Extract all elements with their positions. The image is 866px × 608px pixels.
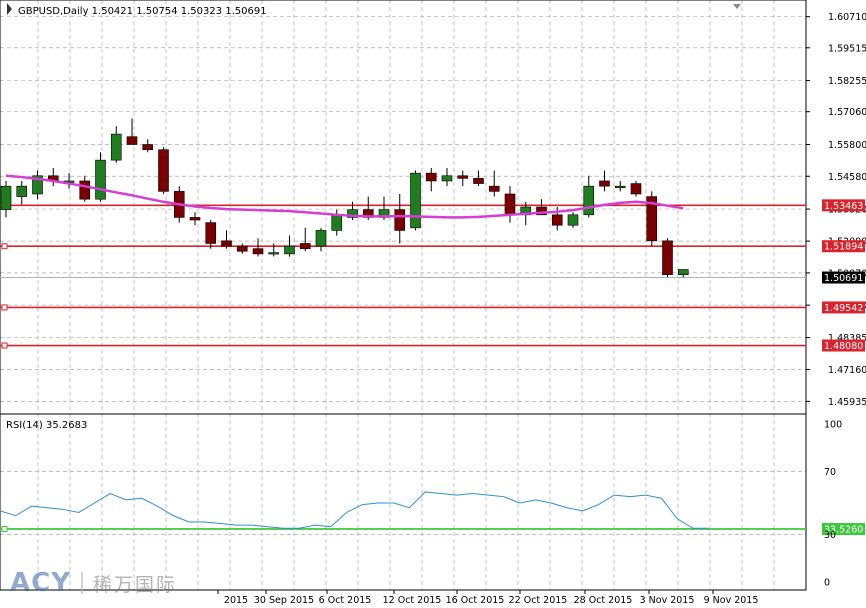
window-arrow-icon[interactable]: [7, 3, 12, 15]
level-line-anchor: [1, 342, 8, 349]
watermark: ACY 稀万国际: [10, 568, 177, 598]
rsi-panel: 33.5260: [0, 491, 865, 536]
candle-body: [504, 193, 516, 216]
rsi-tick-label: 0: [824, 578, 830, 589]
level-label: 1.50691: [824, 273, 863, 284]
price-tick-label: 1.59515: [828, 43, 866, 54]
candle-body: [284, 245, 295, 255]
candle-body: [457, 175, 469, 179]
candle-body: [583, 185, 595, 216]
candle-body: [16, 185, 28, 197]
candle-body: [315, 230, 327, 247]
level-label: 1.49542: [824, 303, 863, 314]
candle-body: [189, 217, 201, 221]
date-tick-label: 22 Oct 2015: [509, 595, 568, 606]
date-tick-label: 2015: [224, 595, 248, 606]
price-tick-label: 1.54580: [828, 172, 866, 183]
level-label: 1.53463: [824, 201, 863, 212]
price-tick-label: 1.48385: [828, 333, 866, 344]
candle-body: [158, 149, 169, 192]
candle-body: [252, 248, 264, 255]
price-tick-label: 1.57060: [828, 107, 866, 118]
date-axis: 2015 30 Sep 2015 6 Oct 2015 12 Oct 2015 16 O…: [217, 590, 759, 606]
moving-average: [5, 174, 684, 219]
candle-body: [599, 180, 610, 187]
chart-shift-marker-icon[interactable]: [733, 4, 741, 9]
level-label-box: [822, 199, 865, 212]
price-tick-label: 1.47160: [828, 365, 866, 376]
level-label: 1.51894: [824, 242, 863, 253]
candle-body: [32, 175, 43, 195]
candle-body: [677, 269, 689, 275]
candle-body: [299, 243, 311, 249]
level-line-anchor: [1, 304, 8, 311]
candle-body: [347, 209, 358, 218]
candle-body: [567, 214, 579, 226]
candle-body: [205, 222, 217, 244]
date-tick-label: 12 Oct 2015: [383, 595, 442, 606]
candle-body: [79, 180, 91, 200]
candle-body: [331, 214, 343, 231]
date-tick-label: 3 Nov 2015: [640, 595, 695, 606]
candle-body: [268, 252, 280, 255]
date-tick-label: 16 Oct 2015: [446, 595, 505, 606]
rsi-level-label: 33.5260: [824, 525, 863, 536]
candle-body: [488, 185, 500, 192]
candle-body: [221, 240, 232, 247]
candle-body: [126, 136, 138, 145]
candle-body: [441, 175, 453, 182]
level-label: 1.48080: [824, 341, 863, 352]
date-tick-label: 6 Oct 2015: [319, 595, 372, 606]
candle-body: [425, 172, 437, 182]
candle-body: [646, 196, 658, 242]
price-tick-label: 1.45935: [828, 397, 866, 408]
rsi-line: [0, 491, 709, 529]
grid-lines: [0, 0, 806, 590]
rsi-title: RSI(14) 35.2683: [6, 420, 87, 431]
candle-body: [236, 245, 248, 252]
candle-body: [394, 209, 406, 231]
candle-body: [410, 172, 421, 229]
level-label-box: [822, 240, 865, 253]
price-axis: 1.60710 1.59515 1.58255 1.57060 1.55800 1.545…: [806, 12, 866, 589]
candle-body: [110, 133, 122, 161]
candle-body: [0, 185, 12, 210]
price-tick-label: 1.58255: [828, 76, 866, 87]
level-label-box: [822, 271, 865, 284]
plot-frame: [0, 0, 807, 591]
level-line-anchor: [1, 243, 8, 250]
candle-body: [95, 159, 106, 200]
candle-body: [630, 183, 642, 195]
candle-body: [536, 206, 547, 216]
candle-body: [142, 144, 154, 151]
candle-body: [662, 240, 673, 275]
candles: [0, 118, 689, 278]
rsi-level-anchor: [1, 526, 8, 533]
price-tick-label: 1.55800: [828, 140, 866, 151]
date-tick-label: 9 Nov 2015: [704, 595, 759, 606]
price-tick-label: 1.60710: [828, 12, 866, 23]
rsi-tick-label: 100: [824, 420, 842, 431]
watermark-chinese: 稀万国际: [93, 573, 178, 596]
watermark-separator: [81, 572, 84, 594]
watermark-brand: ACY: [10, 568, 72, 598]
date-tick-label: 28 Oct 2015: [574, 595, 633, 606]
moving-average-line: [5, 174, 684, 219]
rsi-tick-label: 70: [824, 467, 836, 478]
candle-body: [551, 214, 563, 226]
line-labels: 1.53463 1.51894 1.50691 1.49542 1.48080: [822, 199, 865, 352]
candle-body: [473, 178, 484, 184]
rsi-tick-label: 30: [824, 530, 836, 541]
date-tick-label: 30 Sep 2015: [254, 595, 314, 606]
rsi-level-label-box: [822, 523, 865, 536]
symbol-header: GBPUSD,Daily 1.50421 1.50754 1.50323 1.5…: [18, 6, 267, 17]
candle-body: [614, 185, 626, 188]
level-label-box: [822, 301, 865, 314]
level-label-box: [822, 339, 865, 352]
